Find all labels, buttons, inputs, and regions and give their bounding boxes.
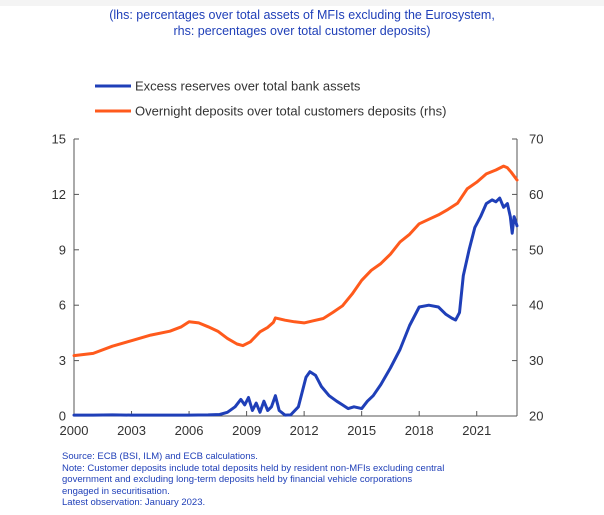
left-axis-tick-label: 0 [59,409,66,424]
line-chart: 0 3 6 9 12 15 20 30 40 50 60 70 2000 2003 2006 2009 2012… [52,79,544,439]
excess-reserves-line [72,196,519,417]
x-axis-tick-label: 2012 [290,423,319,438]
right-axis-tick-label: 40 [529,298,543,313]
subtitle-line-2: rhs: percentages over total customer dep… [173,24,431,38]
x-axis-tick-label: 2021 [462,423,491,438]
subtitle-line-1: (lhs: percentages over total assets of M… [109,8,495,22]
chart-subtitle: (lhs: percentages over total assets of M… [0,7,604,39]
overnight-deposits-line [72,164,519,358]
left-axis-tick-label: 3 [59,353,66,368]
legend-label: Overnight deposits over total customers … [135,104,446,119]
right-axis-tick-label: 50 [529,242,543,257]
left-axis-tick-label: 6 [59,298,66,313]
note-line-3: engaged in securitisation. [62,485,170,497]
chart-notes: Source: ECB (BSI, ILM) and ECB calculati… [62,451,582,509]
latest-observation: Latest observation: January 2023. [62,497,206,509]
x-axis-tick-label: 2018 [405,423,434,438]
note-line-1: Note: Customer deposits include total de… [62,462,445,474]
right-axis-tick-label: 20 [529,409,543,424]
note-line-2: government and excluding long-term depos… [62,474,413,486]
x-axis-tick-label: 2015 [347,423,376,438]
left-axis-tick-label: 9 [59,242,66,257]
right-axis-tick-label: 70 [529,132,543,147]
right-axis-tick-label: 30 [529,353,543,368]
legend-label: Excess reserves over total bank assets [135,79,361,94]
right-axis-tick-label: 60 [529,187,543,202]
left-axis-tick-label: 15 [52,132,66,147]
left-axis-tick-label: 12 [52,187,66,202]
source-note: Source: ECB (BSI, ILM) and ECB calculati… [62,451,258,462]
x-axis-tick-label: 2006 [175,423,204,438]
top-strip [0,0,604,6]
x-axis-tick-label: 2000 [60,423,89,438]
x-axis-tick-label: 2003 [117,423,146,438]
x-axis-tick-label: 2009 [232,423,261,438]
